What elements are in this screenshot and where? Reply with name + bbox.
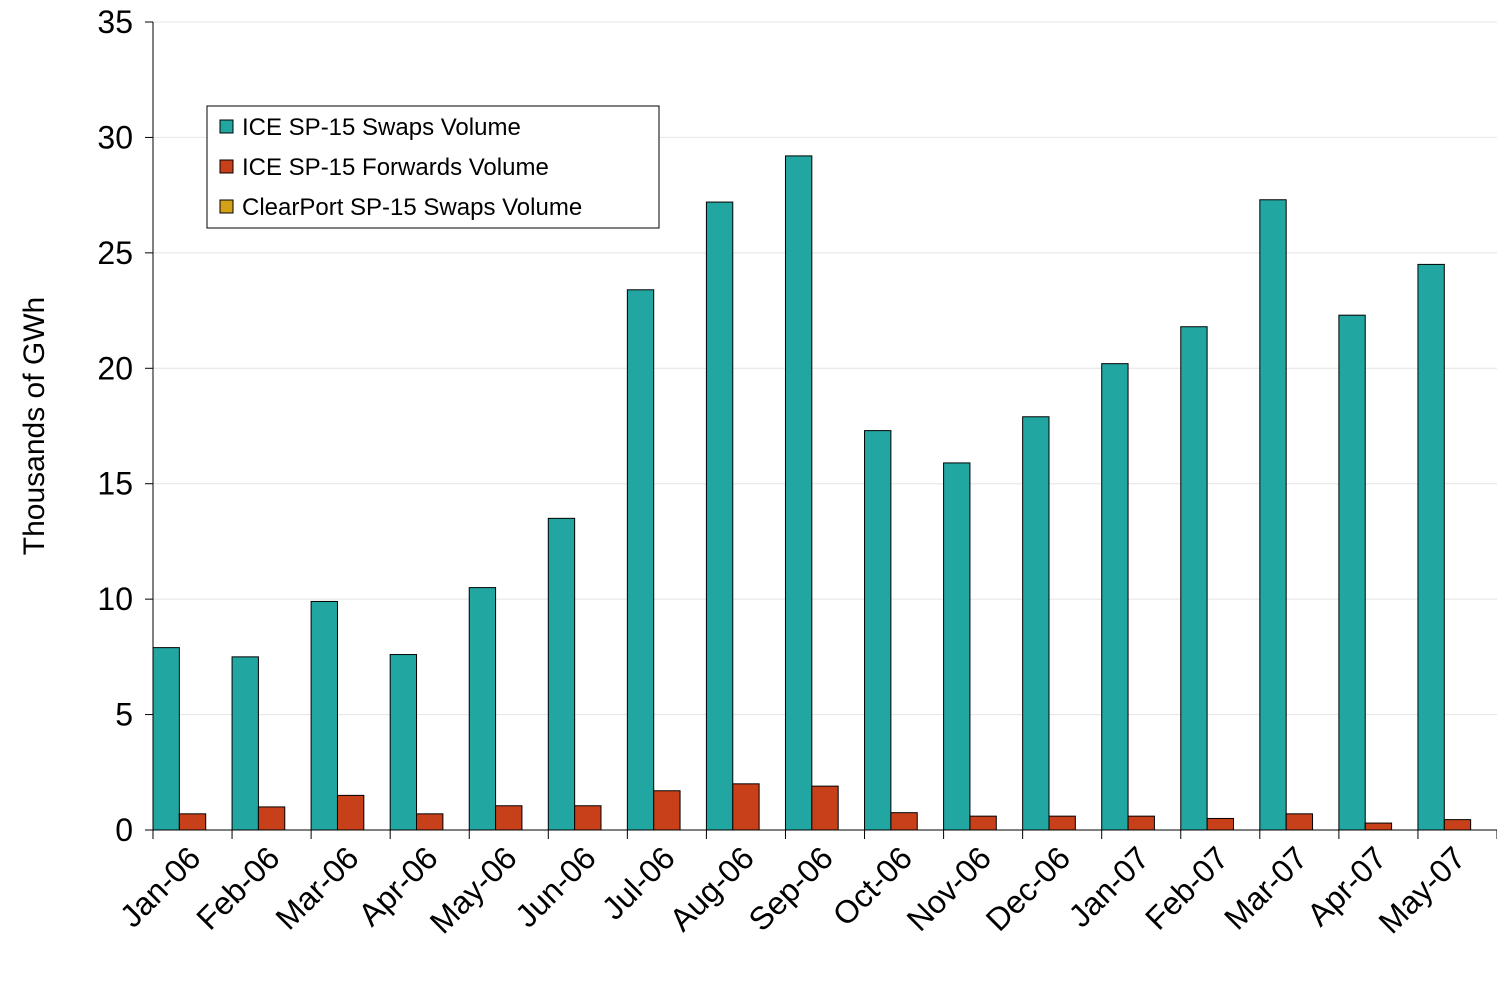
bar (1022, 416, 1050, 831)
x-tick-label: May-06 (423, 839, 524, 940)
bar (152, 647, 180, 831)
bar (705, 201, 734, 831)
bar (943, 462, 971, 831)
y-tick-label: 25 (97, 235, 133, 271)
y-tick-label: 0 (115, 812, 133, 848)
legend-label: ICE SP-15 Swaps Volume (242, 114, 521, 141)
x-tick-label: Dec-06 (979, 839, 1077, 937)
bar (1206, 817, 1234, 831)
legend-label: ICE SP-15 Forwards Volume (242, 154, 549, 181)
y-tick-label: 35 (97, 4, 133, 40)
bar (310, 600, 338, 831)
y-tick-label: 30 (97, 119, 133, 155)
bar (811, 785, 839, 831)
bar (1338, 314, 1366, 831)
bar (257, 806, 286, 831)
legend-swatch (219, 119, 234, 134)
bar (864, 430, 892, 831)
bar (1285, 813, 1314, 831)
bar (1180, 326, 1208, 831)
bar (336, 794, 365, 831)
bar (416, 813, 444, 831)
x-tick-label: Jun-06 (508, 839, 603, 934)
bar (1417, 263, 1445, 831)
legend-swatch (219, 159, 234, 174)
bar (574, 805, 602, 831)
bar (890, 812, 918, 831)
x-tick-label: Aug-06 (662, 839, 760, 937)
bar (1101, 363, 1129, 831)
x-tick-label: Mar-07 (1217, 839, 1314, 936)
y-tick-label: 15 (97, 466, 133, 502)
bar (732, 783, 760, 831)
bar (178, 813, 207, 831)
legend-label: ClearPort SP-15 Swaps Volume (242, 194, 582, 221)
bar (653, 790, 681, 831)
x-tick-label: Feb-07 (1138, 839, 1235, 936)
y-tick-label: 10 (97, 581, 133, 617)
bar (389, 654, 418, 831)
bar (1048, 815, 1076, 831)
bar (1127, 815, 1155, 831)
x-tick-label: Nov-06 (900, 839, 998, 937)
x-tick-label: Sep-06 (742, 839, 840, 937)
x-tick-label: Mar-06 (268, 839, 365, 936)
bar (626, 289, 655, 831)
y-tick-label: 5 (115, 697, 133, 733)
x-tick-label: Jan-06 (113, 839, 208, 934)
y-axis-title: Thousands of GWh (18, 297, 51, 555)
bar (1364, 822, 1393, 831)
x-tick-label: May-07 (1372, 839, 1473, 940)
bar (1259, 199, 1287, 831)
bar (468, 587, 497, 831)
bar (1443, 819, 1472, 831)
x-tick-label: Jan-07 (1062, 839, 1157, 934)
bar (231, 656, 259, 831)
y-tick-label: 20 (97, 350, 133, 386)
bar (495, 805, 523, 831)
x-tick-label: Feb-06 (189, 839, 286, 936)
bar (547, 517, 576, 831)
legend-box (206, 105, 660, 229)
bar (969, 815, 997, 831)
bar (784, 155, 813, 831)
legend-swatch (219, 199, 234, 214)
